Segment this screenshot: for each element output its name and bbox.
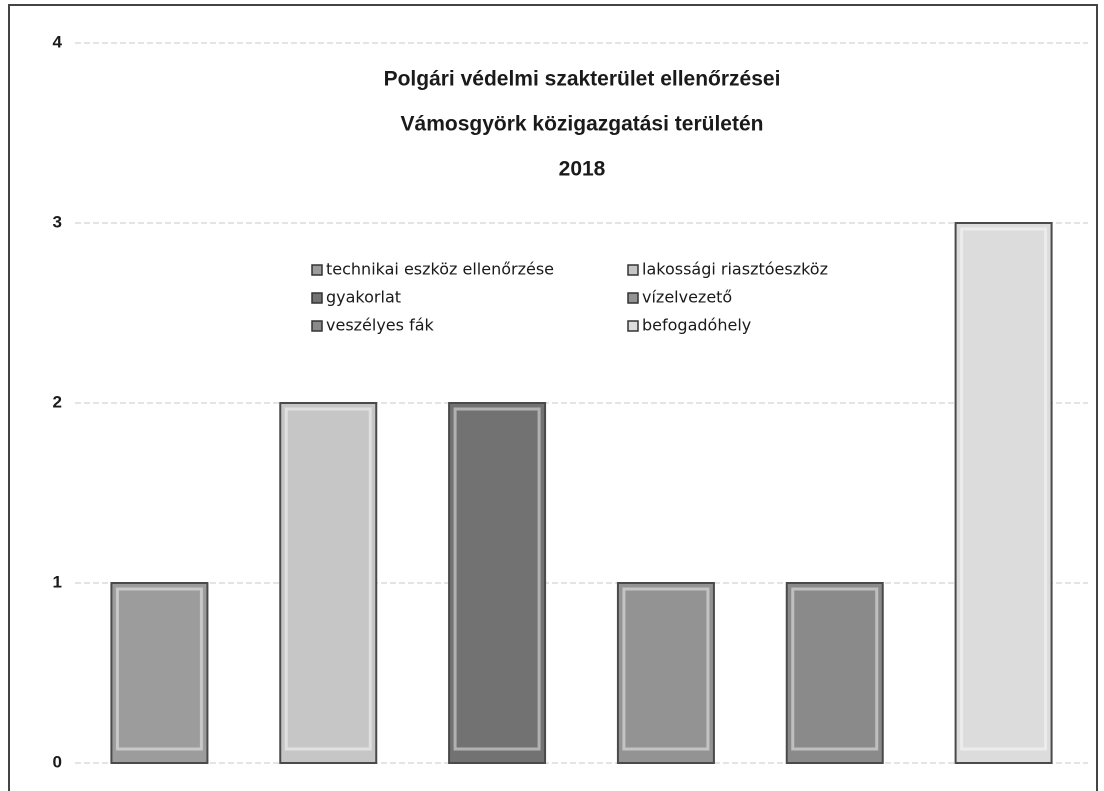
bar (448, 402, 547, 764)
legend-swatch (627, 264, 639, 276)
legend-label: technikai eszköz ellenőrzése (326, 260, 554, 279)
bar (616, 582, 715, 764)
chart-title: 2018 (559, 158, 606, 181)
chart-title: Polgári védelmi szakterület ellenőrzései (384, 68, 781, 91)
legend-label: gyakorlat (326, 288, 401, 307)
y-tick-label: 4 (53, 32, 63, 51)
y-tick-label: 3 (53, 212, 62, 231)
bar (110, 582, 209, 764)
legend-swatch (311, 292, 323, 304)
bar-bevel (622, 587, 710, 751)
legend-label: vízelvezető (642, 288, 732, 307)
bar-bevel (960, 227, 1048, 751)
legend-label: lakossági riasztóeszköz (642, 260, 828, 279)
bar-bevel (791, 587, 879, 751)
bar (954, 222, 1053, 764)
bar-bevel (284, 407, 372, 751)
bar (785, 582, 884, 764)
bar-bevel (115, 587, 203, 751)
legend-swatch (627, 292, 639, 304)
legend-swatch (311, 320, 323, 332)
legend-label: veszélyes fák (326, 316, 435, 335)
bar-bevel (453, 407, 541, 751)
y-tick-label: 0 (53, 752, 62, 771)
legend-swatch (627, 320, 639, 332)
bar (279, 402, 378, 764)
y-tick-label: 1 (53, 572, 62, 591)
chart-title: Vámosgyörk közigazgatási területén (401, 113, 764, 136)
y-tick-label: 2 (53, 392, 62, 411)
legend-label: befogadóhely (642, 316, 751, 335)
legend-swatch (311, 264, 323, 276)
